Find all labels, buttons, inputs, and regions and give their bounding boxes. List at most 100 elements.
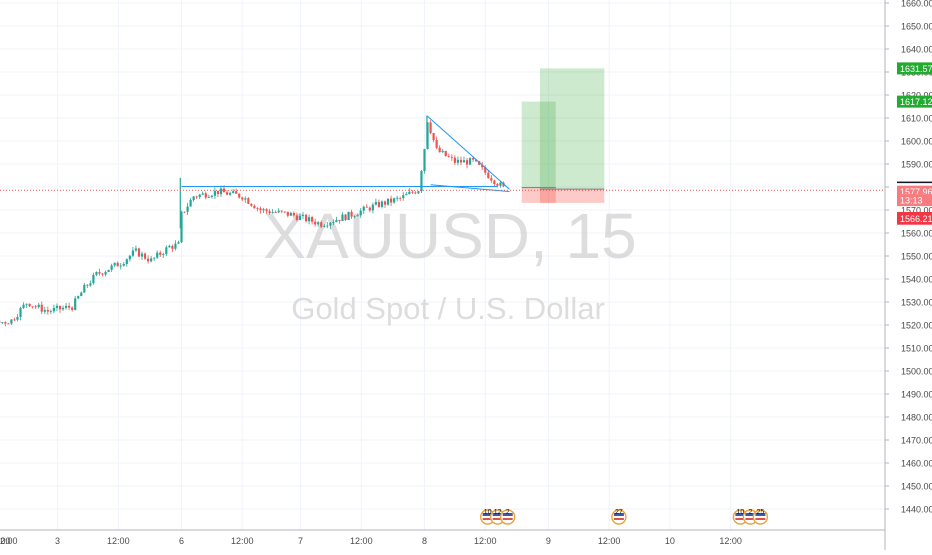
y-tick-label: 1510.00 — [901, 344, 932, 354]
price-axis[interactable]: 1660.001650.001640.001630.001620.001610.… — [885, 0, 932, 550]
candle-body — [244, 198, 246, 199]
candle-body — [38, 305, 40, 307]
candle-body — [41, 305, 43, 312]
candle-body — [393, 198, 395, 202]
x-tick-label: 12:00 — [598, 536, 621, 546]
candle-body — [317, 222, 319, 224]
candle-body — [332, 222, 334, 223]
y-tick-label: 1440.00 — [901, 505, 932, 515]
time-axis[interactable]: 2:00202012:00312:00612:00712:00812:00912… — [0, 530, 885, 546]
candle-body — [250, 204, 252, 206]
candle-body — [402, 195, 404, 198]
candle-body — [399, 198, 401, 199]
watermark: XAUUSD, 15 Gold Spot / U.S. Dollar — [263, 200, 636, 326]
candle-body — [387, 199, 389, 205]
price-badge[interactable]: 13:13 — [897, 194, 932, 206]
candle-body — [290, 213, 292, 216]
x-tick-label: 12:00 — [231, 536, 254, 546]
candle-body — [186, 207, 188, 212]
candle-body — [253, 206, 255, 209]
candle-body — [144, 254, 146, 259]
candle-body — [208, 197, 210, 198]
candle-body — [329, 223, 331, 226]
candle-body — [111, 265, 113, 269]
candle-body — [299, 216, 301, 220]
candle-body — [363, 207, 365, 211]
candle-body — [442, 151, 444, 152]
candle-body — [211, 196, 213, 197]
candle-body — [16, 317, 18, 320]
stop-loss-zone[interactable] — [540, 189, 604, 203]
candle-body — [89, 283, 91, 285]
candle-body — [13, 319, 15, 320]
candle-body — [7, 324, 9, 325]
candle-body — [445, 151, 447, 156]
trend-drawings[interactable] — [0, 116, 885, 192]
x-tick-label: 12:00 — [719, 536, 742, 546]
y-tick-label: 1500.00 — [901, 367, 932, 377]
candle-body — [56, 306, 58, 308]
candle-body — [135, 248, 137, 250]
candle-body — [22, 305, 24, 308]
candle-body — [150, 258, 152, 261]
price-badge[interactable]: 1617.12 — [897, 96, 932, 108]
candle-body — [44, 310, 46, 312]
candle-body — [411, 192, 413, 193]
candle-body — [220, 189, 222, 195]
candle-body — [77, 296, 79, 298]
candle-body — [174, 244, 176, 249]
candle-body — [177, 242, 179, 243]
profit-zone[interactable] — [540, 68, 604, 189]
candle-body — [32, 306, 34, 307]
long-position-tools[interactable] — [522, 68, 605, 202]
candle-body — [86, 285, 88, 286]
y-tick-label: 1640.00 — [901, 45, 932, 55]
candle-body — [132, 250, 134, 255]
candle-body — [117, 263, 119, 267]
candle-body — [433, 133, 435, 140]
candle-body — [4, 322, 6, 323]
candle-body — [202, 193, 204, 194]
y-tick-label: 1530.00 — [901, 298, 932, 308]
x-tick-label: 7 — [298, 536, 303, 546]
candle-body — [354, 216, 356, 217]
flag-stripe-icon — [755, 518, 765, 520]
candle-body — [168, 246, 170, 247]
candle-body — [35, 306, 37, 307]
candle-body — [1, 322, 3, 323]
event-marker-group[interactable]: 27 — [612, 509, 626, 524]
price-badge[interactable]: 1631.57 — [897, 62, 932, 74]
price-badge-label: 13:13 — [900, 196, 923, 206]
candle-body — [159, 253, 161, 255]
candle-body — [305, 215, 307, 221]
candle-body — [95, 272, 97, 275]
candle-body — [384, 201, 386, 204]
candle-body — [414, 193, 416, 194]
y-tick-label: 1490.00 — [901, 390, 932, 400]
candle-body — [19, 308, 21, 317]
y-tick-label: 1460.00 — [901, 459, 932, 469]
flag-stripe-icon — [614, 518, 624, 520]
candle-body — [101, 274, 103, 275]
candle-body — [156, 253, 158, 258]
candle-body — [320, 222, 322, 227]
candle-body — [92, 275, 94, 283]
candle-body — [50, 311, 52, 312]
price-badge[interactable]: 1566.21 — [897, 213, 932, 225]
watermark-symbol: XAUUSD, 15 — [263, 200, 636, 272]
candle-body — [344, 215, 346, 220]
candle-body — [138, 248, 140, 256]
candle-body — [29, 304, 31, 307]
candle-body — [53, 308, 55, 311]
event-count-label: 2 — [748, 509, 752, 516]
candle-body — [256, 208, 258, 209]
candle-body — [68, 306, 70, 308]
candle-body — [59, 306, 61, 309]
candle-body — [165, 247, 167, 254]
y-tick-label: 1520.00 — [901, 321, 932, 331]
